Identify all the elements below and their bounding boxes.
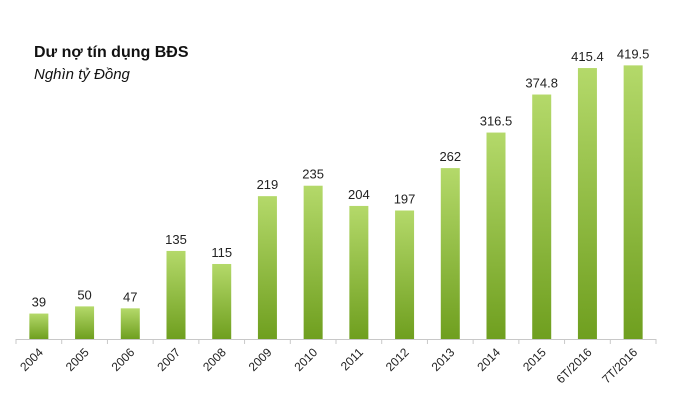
bar-6t-2016: [577, 68, 597, 340]
x-axis-tick-label: 2011: [338, 345, 366, 373]
chart-title: Dư nợ tín dụng BĐS: [34, 44, 189, 61]
x-axis-ticks-group: 2004 2005 2006 2007 2008 2009 2010 2011 2012 2013…: [15, 339, 657, 386]
x-axis-tick-label: 2009: [246, 345, 275, 374]
x-axis-tick-label: 7T/2016: [599, 345, 640, 386]
data-label: 204: [348, 187, 370, 202]
bar-2004: [29, 313, 49, 339]
data-label: 50: [77, 287, 91, 302]
bar-2013: [440, 168, 460, 339]
data-label: 415.4: [571, 49, 604, 64]
data-label: 197: [394, 192, 416, 207]
data-labels-group: 39 50 47 135 115 219 235 204 197 262 316.5 374.8 415…: [32, 46, 650, 309]
x-axis-tick-label: 2005: [63, 345, 92, 374]
x-axis-tick-label: 2010: [291, 345, 320, 374]
data-label: 262: [439, 149, 461, 164]
x-axis-tick-label: 2015: [520, 345, 549, 374]
x-axis-tick-label: 2007: [154, 345, 183, 374]
bar-2008: [212, 263, 232, 339]
data-label: 419.5: [617, 46, 650, 61]
data-label: 135: [165, 232, 187, 247]
x-axis-tick-label: 2006: [109, 345, 138, 374]
data-label: 316.5: [480, 114, 513, 129]
x-axis-tick-label: 6T/2016: [554, 345, 595, 386]
bar-2011: [349, 205, 369, 339]
bar-2012: [395, 210, 415, 339]
bar-2006: [120, 308, 140, 339]
data-label: 235: [302, 167, 324, 182]
bar-2005: [75, 306, 95, 339]
x-axis-tick-label: 2014: [474, 345, 503, 374]
data-label: 39: [32, 295, 46, 310]
data-label: 115: [211, 245, 232, 260]
x-axis-tick-label: 2013: [429, 345, 458, 374]
bar-7t-2016: [623, 65, 643, 340]
data-label: 219: [257, 177, 279, 192]
x-axis-tick-label: 2012: [383, 345, 412, 374]
x-axis-tick-label: 2004: [17, 345, 46, 374]
data-label: 374.8: [525, 76, 558, 91]
data-label: 47: [123, 289, 137, 304]
chart-subtitle: Nghìn tỷ Đồng: [34, 66, 130, 84]
bar-2015: [532, 94, 552, 339]
chart-header: Dư nợ tín dụng BĐS Nghìn tỷ Đồng: [34, 44, 189, 84]
bar-2014: [486, 132, 506, 339]
bar-2007: [166, 250, 186, 339]
bar-2009: [257, 196, 277, 339]
bars-group: [29, 65, 643, 340]
bar-2010: [303, 185, 323, 339]
x-axis-tick-label: 2008: [200, 345, 229, 374]
